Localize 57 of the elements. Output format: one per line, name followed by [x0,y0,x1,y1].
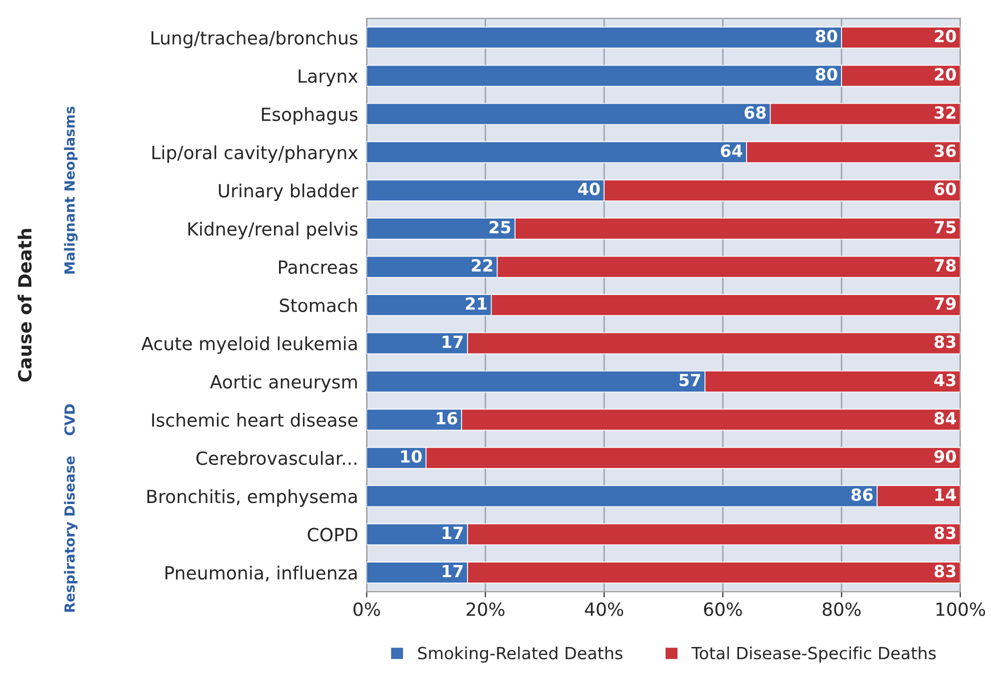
legend-label: Smoking-Related Deaths [418,646,622,663]
x-tick-label: 40% [584,602,624,616]
data-label: 16 [436,412,458,425]
data-label: 84 [934,412,956,425]
data-label: 83 [934,336,956,348]
y-tick-label: Urinary bladder [218,184,358,202]
x-tick-label: 100% [936,602,986,616]
data-label: 83 [934,564,956,578]
data-label: 21 [466,297,487,310]
text: Malignant Neoplasms [64,106,78,274]
data-label: 22 [472,259,492,272]
y-tick-label: Cerebrovascular... [196,451,356,466]
data-label: 36 [934,144,956,158]
y-tick-label: Lung/trachea/bronchus [152,30,358,48]
data-label: 43 [934,374,956,386]
y-tick-label: Acute myeloid leukemia [141,336,357,354]
y-tick-label: Bronchitis, emphysema [147,489,357,507]
data-label: 14 [935,488,956,501]
text: Cause of Death [18,228,32,382]
y-tick-label: Pneumonia, influenza [166,566,357,582]
data-label: 17 [442,565,463,578]
legend-label: Total Disease-Specific Deaths [691,646,936,663]
data-label: 75 [934,221,956,234]
data-label: 17 [442,336,463,348]
x-tick-label: 20% [466,602,504,616]
x-tick-label: 60% [704,602,742,616]
text: CVD [64,404,75,436]
data-label: 83 [934,526,956,540]
data-label: 79 [934,297,956,310]
text: Respiratory Disease [64,456,78,612]
y-tick-label: Stomach [280,298,357,312]
y-tick-label: COPD [308,528,358,542]
data-label: 60 [934,182,956,196]
data-label: 32 [934,106,956,119]
data-label: 25 [490,220,510,234]
y-tick-label: Larynx [298,69,358,86]
data-label: 90 [934,450,956,463]
data-label: 57 [680,374,700,386]
y-tick-label: Pancreas [279,260,358,274]
data-label: 68 [744,106,766,119]
data-label: 17 [442,526,463,539]
data-label: 64 [720,144,742,158]
data-label: 20 [934,68,956,81]
x-tick-label: 0% [354,602,380,616]
data-label: 40 [578,182,600,196]
y-tick-label: Aortic aneurysm [210,374,357,392]
data-label: 80 [816,68,838,81]
y-tick-label: Lip/oral cavity/pharynx [152,145,358,163]
data-label: 80 [816,30,838,42]
y-tick-label: Kidney/renal pelvis [188,222,358,240]
data-label: 20 [934,30,956,42]
y-tick-label: Esophagus [262,107,358,125]
data-label: 86 [851,488,873,501]
y-tick-label: Ischemic heart disease [152,412,358,427]
data-label: 10 [401,450,422,463]
x-tick-label: 80% [822,602,861,616]
data-label: 78 [934,259,956,272]
